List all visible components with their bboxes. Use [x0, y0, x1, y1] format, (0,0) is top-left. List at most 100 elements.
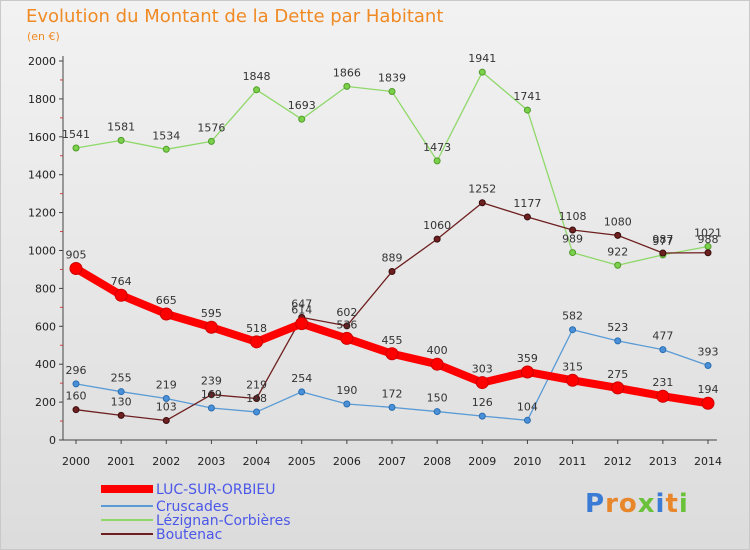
- data-label-lezignan: 1576: [197, 121, 225, 134]
- y-tick-label: 1800: [28, 93, 56, 106]
- legend: LUC-SUR-ORBIEUCruscadesLézignan-Corbière…: [101, 482, 291, 543]
- x-tick-label: 2012: [604, 455, 632, 468]
- data-point-lezignan: [433, 157, 441, 165]
- data-label-luc: 303: [472, 363, 493, 376]
- data-label-luc: 536: [336, 318, 357, 331]
- y-tick-label: 800: [35, 282, 56, 295]
- data-point-boutenac: [478, 199, 486, 207]
- data-point-luc: [475, 376, 489, 390]
- data-label-cruscades: 148: [246, 392, 267, 405]
- data-label-lezignan: 1534: [152, 129, 180, 142]
- y-tick-label: 1000: [28, 245, 56, 258]
- data-point-lezignan: [117, 136, 125, 144]
- data-point-boutenac: [659, 249, 667, 257]
- data-label-boutenac: 602: [336, 306, 357, 319]
- data-label-lezignan: 1021: [694, 227, 722, 240]
- data-point-cruscades: [478, 412, 486, 420]
- data-point-luc: [340, 331, 354, 345]
- x-tick-label: 2008: [423, 455, 451, 468]
- data-label-cruscades: 523: [607, 321, 628, 334]
- data-label-cruscades: 169: [201, 388, 222, 401]
- legend-label-boutenac: Boutenac: [156, 527, 222, 543]
- data-point-boutenac: [614, 231, 622, 239]
- data-point-lezignan: [207, 137, 215, 145]
- data-point-boutenac: [388, 268, 396, 276]
- x-tick-label: 2000: [62, 455, 90, 468]
- data-label-boutenac: 987: [652, 233, 673, 246]
- data-label-lezignan: 1848: [243, 70, 271, 83]
- x-tick-label: 2013: [649, 455, 677, 468]
- data-point-boutenac: [569, 226, 577, 234]
- data-point-cruscades: [207, 404, 215, 412]
- data-label-luc: 231: [652, 376, 673, 389]
- data-point-boutenac: [523, 213, 531, 221]
- logo-letter: t: [665, 489, 679, 519]
- y-tick-label: 0: [49, 434, 56, 447]
- data-label-boutenac: 130: [111, 395, 132, 408]
- data-label-cruscades: 172: [382, 387, 403, 400]
- data-label-luc: 764: [111, 275, 132, 288]
- data-point-cruscades: [343, 400, 351, 408]
- x-tick-label: 2009: [468, 455, 496, 468]
- data-label-boutenac: 1080: [604, 215, 632, 228]
- data-point-boutenac: [253, 394, 261, 402]
- data-point-cruscades: [523, 416, 531, 424]
- data-point-cruscades: [298, 388, 306, 396]
- x-tick-label: 2014: [694, 455, 722, 468]
- data-label-cruscades: 150: [427, 392, 448, 405]
- data-label-luc: 614: [291, 304, 312, 317]
- data-point-boutenac: [704, 249, 712, 257]
- x-tick-label: 2004: [243, 455, 271, 468]
- x-tick-label: 2002: [152, 455, 180, 468]
- data-point-cruscades: [388, 403, 396, 411]
- x-tick-label: 2001: [107, 455, 135, 468]
- data-label-cruscades: 126: [472, 396, 493, 409]
- data-point-cruscades: [569, 326, 577, 334]
- series-cruscades: [72, 326, 712, 424]
- data-point-cruscades: [117, 388, 125, 396]
- data-label-lezignan: 1741: [513, 90, 541, 103]
- series-lezignan: [72, 68, 712, 269]
- data-label-lezignan: 977: [652, 235, 673, 248]
- data-point-luc: [430, 357, 444, 371]
- proxiti-logo: Proxiti: [585, 489, 689, 519]
- data-point-cruscades: [433, 408, 441, 416]
- data-label-cruscades: 255: [111, 372, 132, 385]
- data-label-lezignan: 1866: [333, 66, 361, 79]
- logo-letter: r: [605, 489, 619, 519]
- data-label-cruscades: 477: [652, 330, 673, 343]
- data-label-cruscades: 393: [698, 346, 719, 359]
- data-label-luc: 455: [382, 334, 403, 347]
- data-point-boutenac: [343, 322, 351, 330]
- x-tick-label: 2011: [559, 455, 587, 468]
- data-point-cruscades: [162, 394, 170, 402]
- data-label-boutenac: 1252: [468, 183, 496, 196]
- data-point-lezignan: [72, 144, 80, 152]
- data-label-cruscades: 254: [291, 372, 312, 385]
- y-tick-label: 1400: [28, 169, 56, 182]
- data-label-lezignan: 1693: [288, 99, 316, 112]
- data-label-boutenac: 1108: [559, 210, 587, 223]
- data-label-boutenac: 647: [291, 297, 312, 310]
- logo-letter: i: [655, 489, 666, 519]
- y-tick-label: 2000: [28, 55, 56, 68]
- legend-label-lezignan: Lézignan-Corbières: [156, 513, 291, 529]
- data-label-lezignan: 1541: [62, 128, 90, 141]
- data-point-boutenac: [72, 406, 80, 414]
- data-point-cruscades: [253, 408, 261, 416]
- data-point-luc: [611, 381, 625, 395]
- y-tick-label: 200: [35, 396, 56, 409]
- x-tick-label: 2010: [513, 455, 541, 468]
- y-tick-label: 1600: [28, 131, 56, 144]
- data-point-lezignan: [523, 106, 531, 114]
- data-label-luc: 518: [246, 322, 267, 335]
- chart-subtitle: (en €): [27, 30, 60, 43]
- data-label-boutenac: 889: [382, 252, 403, 265]
- data-point-cruscades: [659, 346, 667, 354]
- logo-letter: i: [678, 489, 689, 519]
- data-label-luc: 665: [156, 294, 177, 307]
- data-point-luc: [701, 396, 715, 410]
- legend-label-luc: LUC-SUR-ORBIEU: [156, 482, 276, 498]
- data-point-luc: [656, 389, 670, 403]
